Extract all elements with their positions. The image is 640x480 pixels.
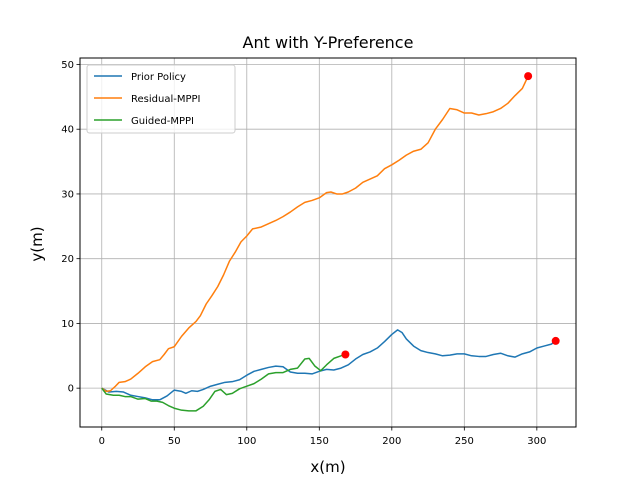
x-tick-label: 50 [168,436,181,447]
series-line-prior-policy [101,329,557,401]
axes-frame [79,57,577,428]
plot-area [101,75,557,412]
end-markers [341,72,560,359]
chart-title: Ant with Y-Preference [243,33,414,52]
y-axis-label: y(m) [28,226,46,261]
x-axis: 0 50 100 150 200 250 300 [99,427,546,447]
x-tick-label: 150 [310,436,329,447]
legend-box [86,64,236,134]
legend-label: Prior Policy [131,72,186,83]
legend-label: Residual-MPPI [131,94,200,105]
legend-label: Guided-MPPI [131,116,194,127]
y-tick-label: 50 [61,60,74,71]
x-axis-label: x(m) [310,458,345,476]
legend: Prior Policy Residual-MPPI Guided-MPPI [86,64,236,134]
y-tick-label: 20 [61,254,74,265]
end-point-marker [341,350,350,359]
x-tick-label: 100 [237,436,256,447]
series-line-residual-mppi [101,75,529,393]
x-tick-label: 0 [99,436,105,447]
y-tick-label: 10 [61,319,74,330]
end-point-marker [524,72,533,81]
x-tick-label: 200 [382,436,401,447]
y-axis: 0 10 20 30 40 50 [61,60,80,395]
y-tick-label: 0 [68,384,74,395]
end-point-marker [551,336,560,345]
grid [80,58,576,427]
x-tick-label: 250 [455,436,474,447]
y-tick-label: 40 [61,125,74,136]
y-tick-label: 30 [61,189,74,200]
series-line-guided-mppi [101,353,346,412]
x-tick-label: 300 [527,436,546,447]
